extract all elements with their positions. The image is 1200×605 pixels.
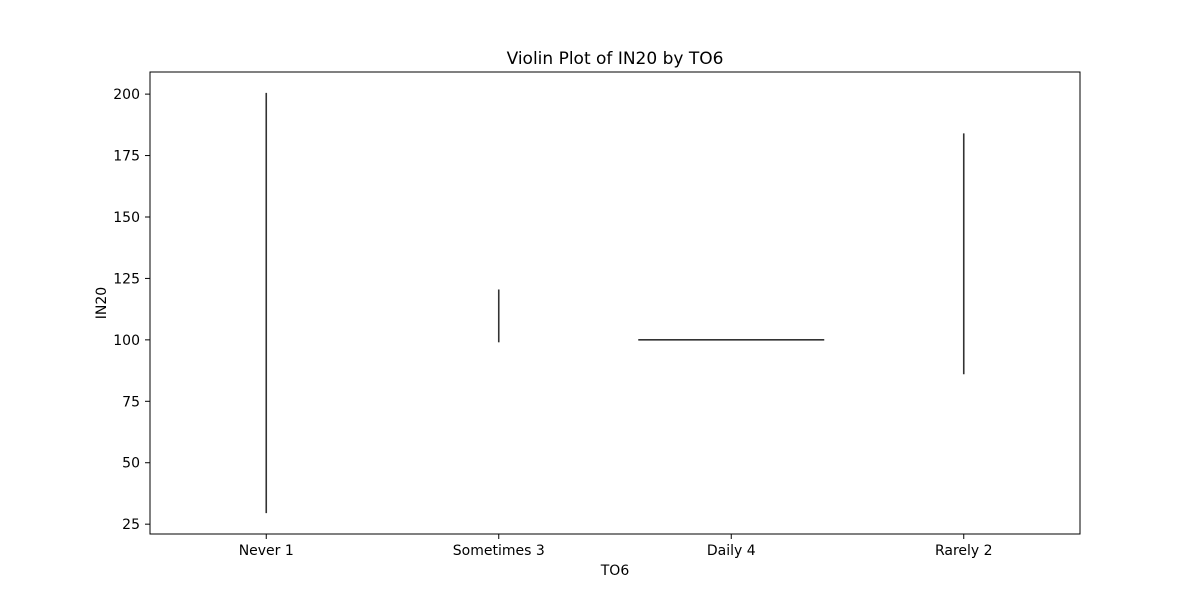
x-tick-label: Rarely 2 xyxy=(935,543,993,559)
y-tick-label: 150 xyxy=(113,210,140,226)
y-axis-label: IN20 xyxy=(94,287,110,319)
x-tick-label: Sometimes 3 xyxy=(453,543,545,559)
x-axis-label: TO6 xyxy=(600,563,630,579)
y-tick-label: 100 xyxy=(113,333,140,349)
y-tick-label: 200 xyxy=(113,87,140,103)
y-tick-label: 25 xyxy=(122,517,140,533)
plot-frame xyxy=(149,71,1081,535)
x-tick-label: Never 1 xyxy=(239,543,294,559)
y-tick-label: 75 xyxy=(122,394,140,410)
x-tick-label: Daily 4 xyxy=(707,543,756,559)
y-tick-label: 175 xyxy=(113,149,140,165)
y-tick-label: 125 xyxy=(113,271,140,287)
y-axis: 25 50 75 100 125 150 175 200 xyxy=(113,87,150,533)
chart-title: Violin Plot of IN20 by TO6 xyxy=(507,49,724,69)
violin-marks xyxy=(265,92,965,514)
x-axis: Never 1 Sometimes 3 Daily 4 Rarely 2 xyxy=(239,534,993,559)
y-tick-label: 50 xyxy=(122,456,140,472)
